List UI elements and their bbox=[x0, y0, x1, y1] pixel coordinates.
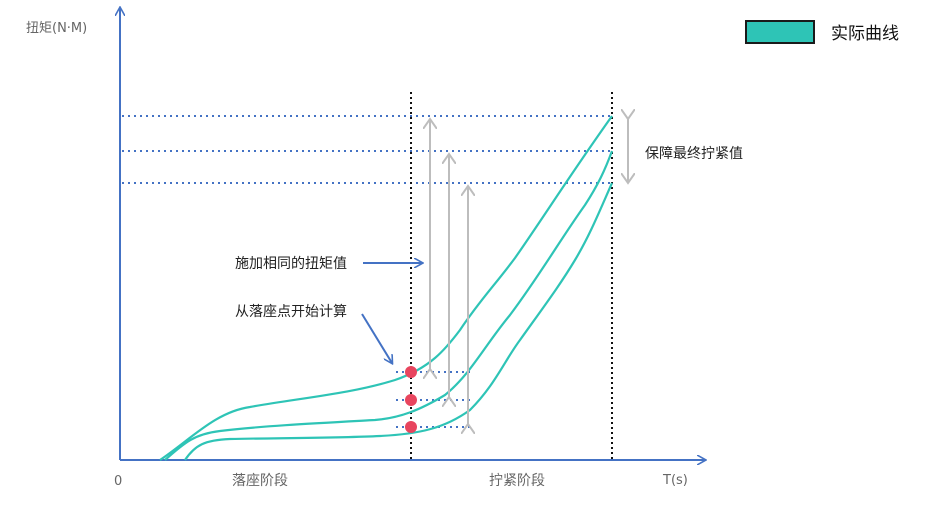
seating-point-1 bbox=[405, 366, 417, 378]
seating-point-3 bbox=[405, 421, 417, 433]
seating-point-2 bbox=[405, 394, 417, 406]
curve-lower bbox=[184, 182, 614, 461]
phase-tightening-label: 拧紧阶段 bbox=[489, 473, 545, 489]
final-torque-label: 保障最终拧紧值 bbox=[645, 146, 743, 162]
curve-upper bbox=[159, 115, 613, 461]
x-axis-label: T(s) bbox=[663, 473, 688, 488]
legend-swatch bbox=[745, 19, 815, 44]
legend-label: 实际曲线 bbox=[831, 24, 899, 44]
start-point-arrow bbox=[361, 313, 392, 363]
start-point-label: 从落座点开始计算 bbox=[235, 304, 347, 320]
phase-seating-label: 落座阶段 bbox=[232, 473, 288, 489]
legend: 实际曲线 bbox=[745, 19, 899, 44]
y-axis-label: 扭矩(N·M) bbox=[26, 21, 88, 36]
same-torque-label: 施加相同的扭矩值 bbox=[235, 256, 347, 272]
origin-label: 0 bbox=[114, 474, 123, 489]
